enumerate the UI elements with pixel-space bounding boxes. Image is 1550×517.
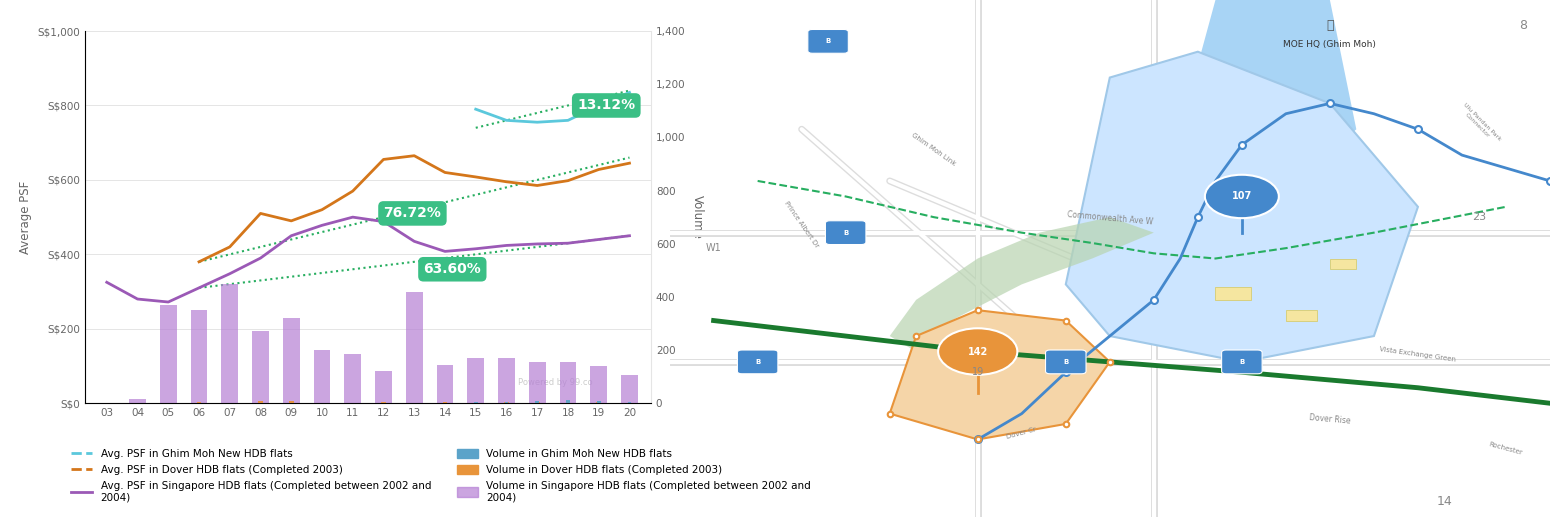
Bar: [504, 402, 508, 403]
Bar: [344, 354, 361, 403]
Text: B: B: [826, 38, 831, 44]
Bar: [253, 331, 270, 403]
Bar: [197, 402, 202, 403]
Text: 13.12%: 13.12%: [577, 98, 636, 113]
Text: 63.60%: 63.60%: [423, 262, 480, 276]
Text: ⛪: ⛪: [1327, 19, 1333, 33]
Bar: [474, 402, 477, 403]
Bar: [597, 401, 600, 403]
Text: MOE HQ (Ghim Moh): MOE HQ (Ghim Moh): [1283, 39, 1376, 49]
Polygon shape: [890, 217, 1153, 352]
Bar: [560, 362, 577, 403]
Bar: [566, 401, 570, 403]
Bar: [597, 402, 601, 403]
Bar: [566, 400, 570, 403]
Text: B: B: [843, 230, 848, 236]
Bar: [628, 402, 631, 403]
Text: Ulu Pandan Park
Connector: Ulu Pandan Park Connector: [1457, 102, 1502, 146]
Legend: Avg. PSF in Ghim Moh New HDB flats, Avg. PSF in Dover HDB flats (Completed 2003): Avg. PSF in Ghim Moh New HDB flats, Avg.…: [67, 445, 815, 507]
Bar: [535, 402, 539, 403]
Bar: [622, 375, 639, 403]
Bar: [498, 358, 515, 403]
Bar: [1286, 310, 1316, 321]
FancyBboxPatch shape: [826, 221, 866, 245]
Bar: [129, 399, 146, 403]
FancyBboxPatch shape: [738, 350, 778, 374]
Text: 107: 107: [1232, 191, 1252, 202]
Circle shape: [938, 328, 1017, 375]
Bar: [288, 401, 293, 403]
Bar: [467, 358, 484, 403]
Polygon shape: [1066, 52, 1418, 362]
Text: 8: 8: [1519, 19, 1528, 33]
Bar: [1330, 258, 1356, 269]
Bar: [259, 401, 264, 403]
Text: Powered by 99.co: Powered by 99.co: [518, 377, 592, 387]
Bar: [529, 362, 546, 403]
Text: Ghim Moh Link: Ghim Moh Link: [910, 131, 956, 166]
Text: 23: 23: [1472, 212, 1486, 222]
Polygon shape: [1180, 0, 1356, 181]
FancyBboxPatch shape: [808, 29, 848, 53]
Text: 19: 19: [972, 367, 984, 377]
FancyBboxPatch shape: [1221, 350, 1262, 374]
Text: B: B: [1240, 359, 1245, 365]
Text: Dover Cr: Dover Cr: [1006, 427, 1037, 440]
Text: B: B: [755, 359, 760, 365]
Bar: [1215, 287, 1251, 300]
Bar: [282, 318, 299, 403]
Circle shape: [1204, 175, 1279, 218]
Bar: [191, 310, 208, 403]
Bar: [313, 350, 330, 403]
Text: B: B: [1063, 359, 1068, 365]
Text: 142: 142: [967, 346, 987, 357]
Bar: [406, 292, 423, 403]
Y-axis label: Volume: Volume: [691, 195, 704, 239]
Bar: [160, 305, 177, 403]
Text: 76.72%: 76.72%: [383, 206, 442, 220]
Polygon shape: [890, 310, 1110, 439]
Bar: [437, 364, 454, 403]
Bar: [591, 366, 608, 403]
Text: Rochester: Rochester: [1488, 441, 1524, 456]
Text: Prince Albert Dr: Prince Albert Dr: [783, 201, 820, 249]
Bar: [443, 402, 448, 403]
Text: W1: W1: [705, 243, 721, 253]
Bar: [375, 371, 392, 403]
Text: Dover Rise: Dover Rise: [1308, 414, 1352, 426]
Bar: [222, 284, 239, 403]
Text: 14: 14: [1437, 495, 1452, 508]
Bar: [381, 402, 386, 403]
FancyBboxPatch shape: [1046, 350, 1087, 374]
Bar: [535, 401, 539, 403]
Bar: [505, 402, 508, 403]
Text: Commonwealth Ave W: Commonwealth Ave W: [1066, 210, 1153, 227]
Text: Vista Exchange Green: Vista Exchange Green: [1380, 346, 1457, 363]
Y-axis label: Average PSF: Average PSF: [19, 180, 33, 254]
